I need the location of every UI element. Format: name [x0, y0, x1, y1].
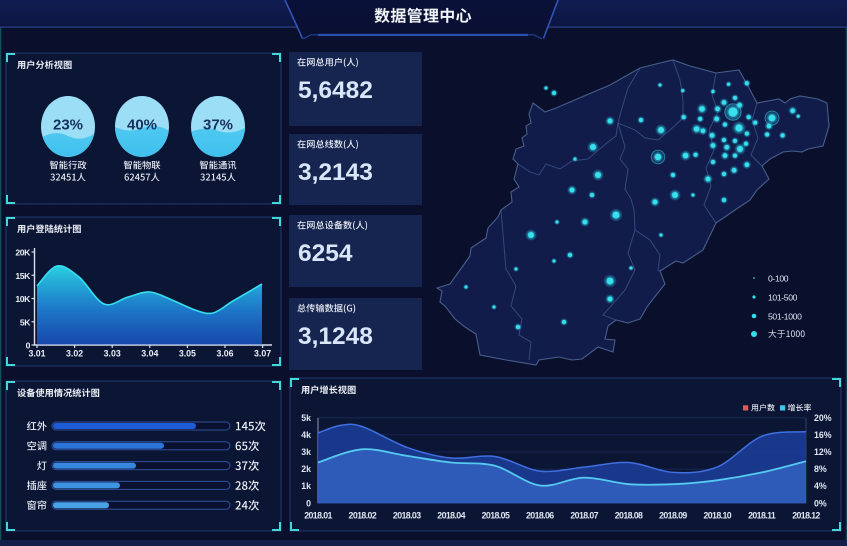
svg-text:10K: 10K: [15, 294, 31, 304]
svg-text:2018.11: 2018.11: [748, 511, 776, 521]
svg-text:2018.12: 2018.12: [792, 511, 820, 521]
svg-text:40%: 40%: [127, 117, 157, 134]
svg-text:2018.09: 2018.09: [659, 511, 687, 521]
svg-text:0: 0: [26, 341, 31, 351]
svg-text:101-500: 101-500: [768, 293, 798, 303]
svg-text:3.05: 3.05: [179, 349, 196, 359]
svg-text:3.07: 3.07: [254, 349, 271, 359]
svg-text:3.04: 3.04: [141, 349, 158, 359]
svg-text:20K: 20K: [15, 248, 31, 258]
svg-text:2018.10: 2018.10: [703, 511, 731, 521]
svg-text:16%: 16%: [814, 430, 832, 440]
svg-text:5,6482: 5,6482: [298, 77, 373, 104]
svg-text:3.01: 3.01: [28, 349, 45, 359]
svg-text:3.06: 3.06: [216, 349, 233, 359]
svg-text:0-100: 0-100: [768, 274, 789, 284]
svg-text:0: 0: [306, 498, 311, 508]
svg-text:23%: 23%: [53, 117, 83, 134]
svg-text:2018.08: 2018.08: [615, 511, 643, 521]
svg-text:8%: 8%: [814, 464, 827, 474]
svg-text:3k: 3k: [301, 447, 311, 457]
svg-text:12%: 12%: [814, 447, 832, 457]
svg-text:2k: 2k: [301, 464, 311, 474]
svg-text:2018.06: 2018.06: [526, 511, 554, 521]
svg-text:4k: 4k: [301, 430, 311, 440]
svg-text:3.02: 3.02: [66, 349, 83, 359]
svg-text:2018.05: 2018.05: [482, 511, 510, 521]
svg-text:3.03: 3.03: [104, 349, 121, 359]
svg-text:3,2143: 3,2143: [298, 159, 373, 186]
svg-text:2018.03: 2018.03: [393, 511, 421, 521]
svg-text:2018.07: 2018.07: [570, 511, 598, 521]
svg-text:5k: 5k: [301, 413, 311, 423]
svg-text:501-1000: 501-1000: [768, 312, 802, 322]
svg-text:20%: 20%: [814, 413, 832, 423]
svg-text:4%: 4%: [814, 481, 827, 491]
svg-text:2018.02: 2018.02: [349, 511, 377, 521]
svg-text:5K: 5K: [20, 317, 31, 327]
svg-text:3,1248: 3,1248: [298, 323, 373, 350]
svg-text:37%: 37%: [203, 117, 233, 134]
svg-text:0%: 0%: [814, 498, 827, 508]
svg-text:2018.04: 2018.04: [437, 511, 465, 521]
svg-text:1k: 1k: [301, 481, 311, 491]
svg-text:15K: 15K: [15, 271, 31, 281]
svg-text:6254: 6254: [298, 240, 353, 267]
svg-text:2018.01: 2018.01: [304, 511, 332, 521]
